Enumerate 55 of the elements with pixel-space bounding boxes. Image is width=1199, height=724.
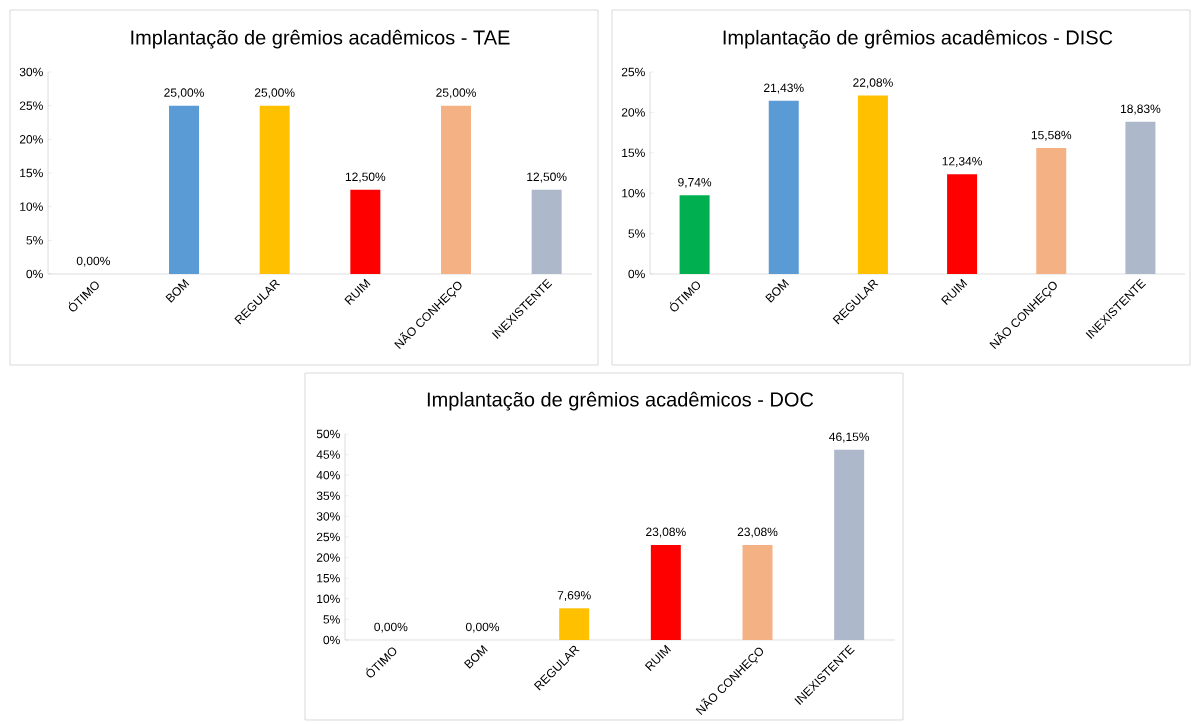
y-tick-label: 20% bbox=[19, 135, 43, 144]
y-tick-label: 5% bbox=[26, 236, 43, 245]
bar bbox=[1036, 148, 1067, 274]
bar bbox=[768, 100, 799, 274]
y-tick-label: 35% bbox=[316, 491, 340, 501]
data-label: 21,43% bbox=[764, 83, 804, 94]
y-tick-label: 20% bbox=[621, 108, 645, 117]
data-label: 23,08% bbox=[646, 527, 686, 538]
y-tick-label: 15% bbox=[317, 573, 340, 583]
data-label: 23,08% bbox=[737, 527, 778, 538]
chart-title: Implantação de grêmios acadêmicos - DISC bbox=[723, 29, 1113, 49]
y-tick-label: 15% bbox=[20, 168, 43, 178]
data-label: 0,00% bbox=[374, 622, 408, 633]
y-tick-label: 0% bbox=[26, 269, 43, 279]
y-tick-label: 30% bbox=[316, 512, 340, 521]
data-label: 22,08% bbox=[853, 78, 893, 89]
y-tick-label: 10% bbox=[317, 594, 340, 604]
y-tick-label: 30% bbox=[19, 67, 43, 77]
chart-title: Implantação de grêmios acadêmicos - TAE bbox=[131, 29, 510, 49]
data-label: 12,34% bbox=[942, 156, 983, 167]
y-tick-label: 10% bbox=[622, 188, 645, 198]
data-label: 25,00% bbox=[254, 88, 295, 99]
data-label: 18,83% bbox=[1120, 104, 1161, 115]
bar bbox=[679, 195, 710, 274]
y-tick-label: 10% bbox=[20, 202, 43, 211]
bar bbox=[559, 608, 590, 640]
bar bbox=[834, 449, 865, 640]
bar bbox=[857, 95, 888, 274]
bar bbox=[650, 544, 681, 640]
y-tick-label: 5% bbox=[323, 615, 340, 624]
bar bbox=[1125, 121, 1156, 274]
y-tick-label: 25% bbox=[19, 101, 43, 110]
chart-title: Implantação de grêmios acadêmicos - DOC bbox=[427, 391, 814, 411]
data-label: 12,50% bbox=[345, 172, 386, 183]
y-tick-label: 20% bbox=[316, 553, 340, 562]
data-label: 9,74% bbox=[678, 177, 712, 188]
data-label: 0,00% bbox=[465, 622, 500, 633]
data-label: 46,15% bbox=[829, 432, 870, 443]
y-tick-label: 15% bbox=[622, 148, 645, 158]
data-label: 0,00% bbox=[76, 256, 110, 267]
data-label: 7,69% bbox=[557, 591, 591, 601]
y-tick-label: 5% bbox=[628, 229, 645, 238]
data-label: 12,50% bbox=[527, 172, 567, 183]
data-label: 25,00% bbox=[164, 88, 204, 99]
bar bbox=[742, 544, 773, 640]
y-tick-label: 25% bbox=[621, 67, 645, 77]
y-tick-label: 0% bbox=[628, 269, 645, 279]
bar bbox=[947, 174, 978, 274]
data-label: 15,58% bbox=[1031, 130, 1072, 141]
y-tick-label: 40% bbox=[316, 470, 340, 480]
data-label: 25,00% bbox=[436, 88, 476, 99]
y-tick-label: 25% bbox=[316, 532, 340, 542]
y-tick-label: 50% bbox=[316, 429, 340, 439]
y-tick-label: 0% bbox=[323, 635, 340, 645]
y-tick-label: 45% bbox=[316, 450, 340, 459]
